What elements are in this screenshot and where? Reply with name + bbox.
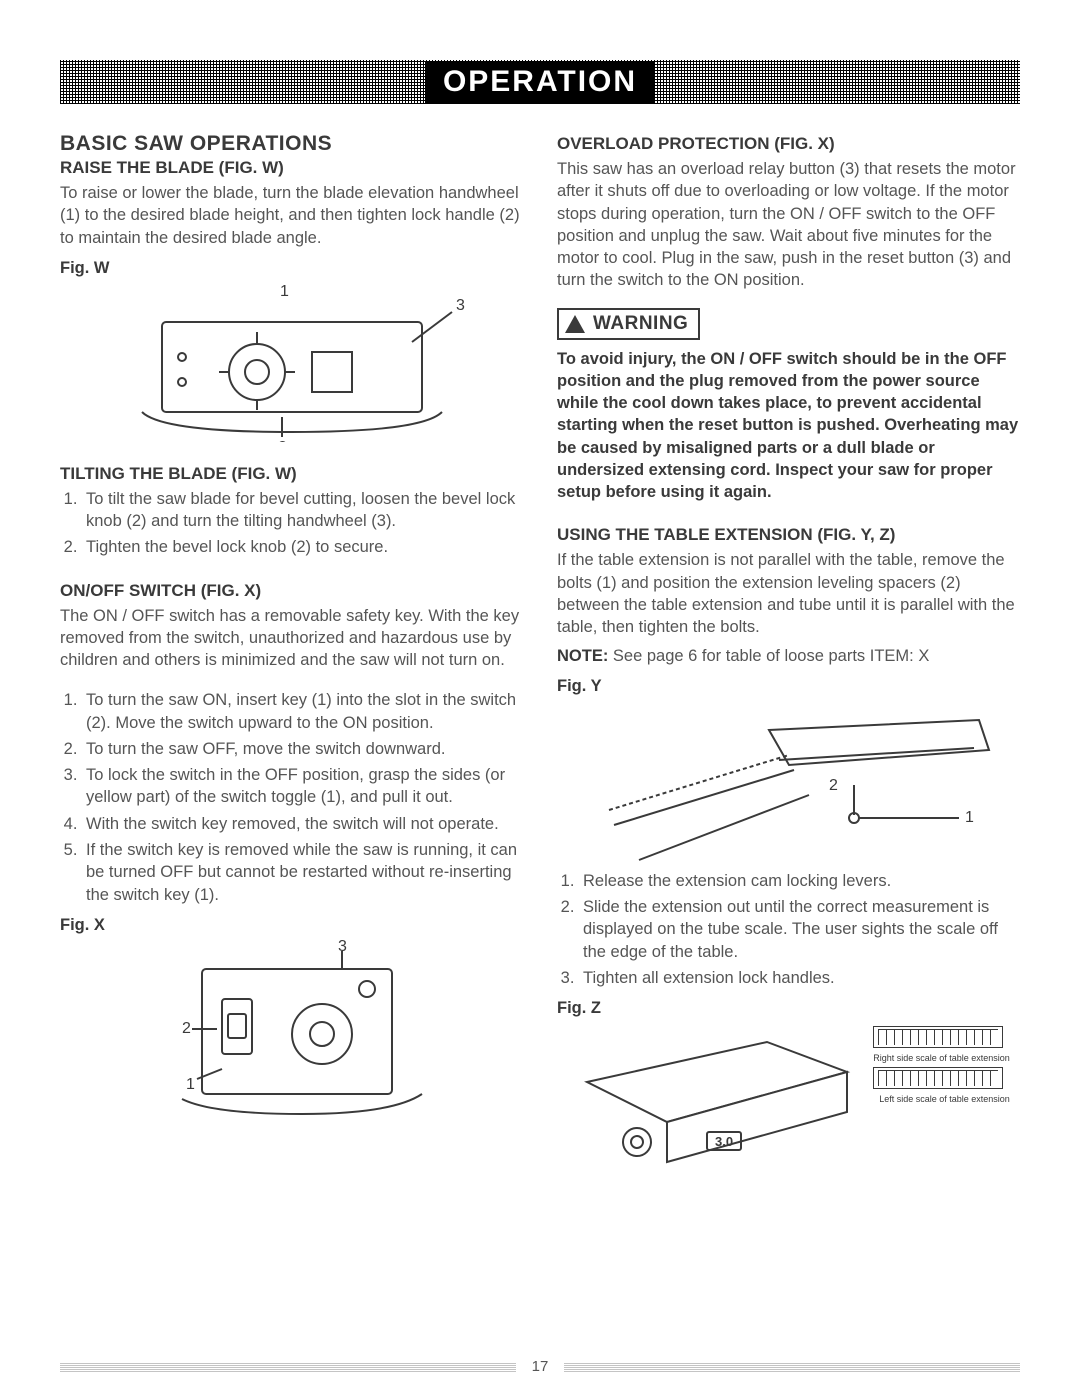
fig-z-label: Fig. Z [557,999,1020,1018]
list-item: To turn the saw ON, insert key (1) into … [82,689,523,734]
warning-box: WARNING [557,308,700,340]
raise-body: To raise or lower the blade, turn the bl… [60,182,523,249]
content-columns: BASIC SAW OPERATIONS RAISE THE BLADE (FI… [60,132,1020,1182]
extension-heading: USING THE TABLE EXTENSION (FIG. Y, Z) [557,525,1020,545]
tilt-steps: To tilt the saw blade for bevel cutting,… [60,488,523,559]
list-item: If the switch key is removed while the s… [82,839,523,906]
extension-note: NOTE: See page 6 for table of loose part… [557,645,1020,667]
fig-w-label: Fig. W [60,259,523,278]
fig-x-callout-1: 1 [186,1076,195,1093]
fig-x-label: Fig. X [60,916,523,935]
list-item: To turn the saw OFF, move the switch dow… [82,738,523,760]
overload-heading: OVERLOAD PROTECTION (FIG. X) [557,134,1020,154]
onoff-heading: ON/OFF SWITCH (FIG. X) [60,581,523,601]
fig-y-diagram: 2 1 [557,700,1020,870]
note-prefix: NOTE: [557,647,608,665]
warning-label: WARNING [593,313,688,335]
page-header-title: OPERATION [425,61,655,103]
left-column: BASIC SAW OPERATIONS RAISE THE BLADE (FI… [60,132,523,1182]
fig-w-callout-1: 1 [280,283,289,300]
warning-triangle-icon [565,315,585,333]
fig-x-callout-2: 2 [182,1020,191,1037]
list-item: With the switch key removed, the switch … [82,813,523,835]
left-scale-box [873,1067,1003,1089]
right-scale-box [873,1026,1003,1048]
fig-y-callout-2: 2 [829,777,838,794]
page-number: 17 [526,1358,555,1375]
extension-steps: Release the extension cam locking levers… [557,870,1020,989]
fig-w-diagram: 1 3 2 [60,282,523,442]
fig-w-callout-2: 2 [278,439,287,442]
fig-w-callout-3: 3 [456,297,465,314]
left-scale-caption: Left side scale of table extension [873,1094,1010,1104]
fig-x-callout-3: 3 [338,939,347,955]
fig-y-callout-1: 1 [965,809,974,826]
right-scale-caption: Right side scale of table extension [873,1053,1010,1063]
warning-body: To avoid injury, the ON / OFF switch sho… [557,348,1020,504]
list-item: Slide the extension out until the correc… [579,896,1020,963]
footer-stripe-left [60,1362,516,1372]
right-column: OVERLOAD PROTECTION (FIG. X) This saw ha… [557,132,1020,1182]
main-heading: BASIC SAW OPERATIONS [60,132,523,156]
raise-heading: RAISE THE BLADE (FIG. W) [60,158,523,178]
list-item: Tighten all extension lock handles. [579,967,1020,989]
note-body: See page 6 for table of loose parts ITEM… [608,647,929,665]
fig-x-diagram: 3 2 1 [60,939,523,1119]
overload-body: This saw has an overload relay button (3… [557,158,1020,292]
fig-z-diagram: 3.0 Right side scale of table extension … [557,1022,1020,1182]
fig-z-scale-number: 3.0 [715,1134,733,1149]
list-item: Release the extension cam locking levers… [579,870,1020,892]
onoff-steps: To turn the saw ON, insert key (1) into … [60,689,523,905]
extension-intro: If the table extension is not parallel w… [557,549,1020,638]
list-item: Tighten the bevel lock knob (2) to secur… [82,536,523,558]
list-item: To lock the switch in the OFF position, … [82,764,523,809]
header-band: OPERATION [60,60,1020,104]
list-item: To tilt the saw blade for bevel cutting,… [82,488,523,533]
fig-y-label: Fig. Y [557,677,1020,696]
onoff-intro: The ON / OFF switch has a removable safe… [60,605,523,672]
footer-band: 17 [60,1358,1020,1375]
tilt-heading: TILTING THE BLADE (FIG. W) [60,464,523,484]
footer-stripe-right [564,1362,1020,1372]
